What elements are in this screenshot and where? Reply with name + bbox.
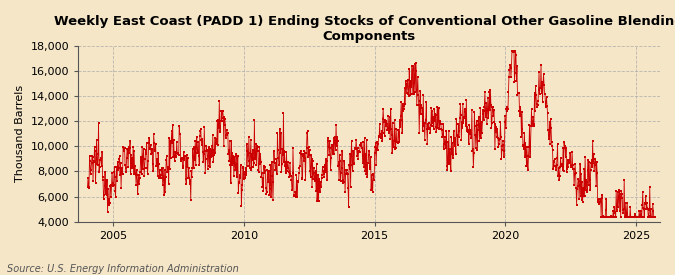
Title: Weekly East Coast (PADD 1) Ending Stocks of Conventional Other Gasoline Blending: Weekly East Coast (PADD 1) Ending Stocks… <box>54 15 675 43</box>
Text: Source: U.S. Energy Information Administration: Source: U.S. Energy Information Administ… <box>7 264 238 274</box>
Y-axis label: Thousand Barrels: Thousand Barrels <box>15 85 25 182</box>
